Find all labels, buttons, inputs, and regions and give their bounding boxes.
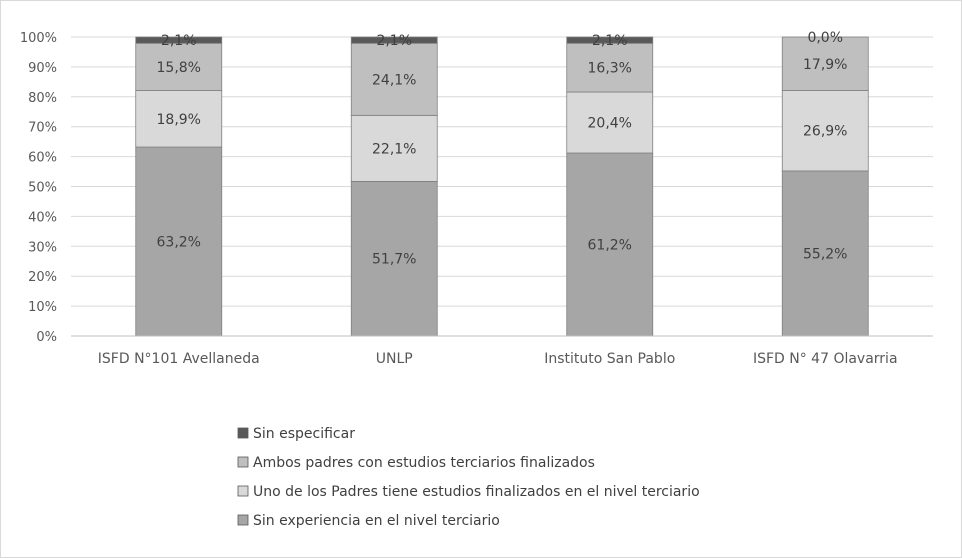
legend-label: Sin experiencia en el nivel terciario [253, 513, 500, 529]
data-label: 2,1% [161, 33, 197, 49]
data-label: 51,7% [372, 252, 416, 268]
y-tick-label: 10% [28, 300, 57, 315]
data-label: 2,1% [592, 33, 628, 49]
legend-label: Sin especificar [253, 426, 355, 442]
bar-segment [781, 36, 869, 91]
bar-segment [566, 152, 654, 337]
data-labels: 63,2% 18,9% 15,8% 2,1% 51,7% 22,1% 24,1% 2,1% 61… [157, 30, 848, 268]
bar-segment [135, 42, 223, 91]
x-category-label: Instituto San Pablo [544, 351, 675, 367]
data-label: 17,9% [803, 57, 847, 73]
y-tick-label: 70% [28, 121, 57, 136]
x-category-label: ISFD N° 47 Olavarria [753, 351, 898, 367]
y-tick-label: 100% [20, 31, 57, 46]
legend-swatch [237, 427, 249, 439]
bar-segment [566, 42, 654, 93]
data-label: 18,9% [157, 112, 201, 128]
bars [135, 36, 869, 337]
y-tick-label: 80% [28, 91, 57, 106]
data-label: 22,1% [372, 141, 416, 157]
x-category-label: ISFD N°101 Avellaneda [98, 351, 260, 367]
legend-swatch [237, 485, 249, 497]
data-label: 63,2% [157, 235, 201, 251]
bar-segment [350, 114, 438, 182]
legend-swatch [237, 514, 249, 526]
legend: Sin especificar Ambos padres con estudios… [237, 426, 700, 529]
legend-label: Uno de los Padres tiene estudios finaliz… [253, 484, 700, 500]
y-tick-label: 60% [28, 151, 57, 166]
bar-segment [781, 90, 869, 172]
data-label: 26,9% [803, 124, 847, 140]
bar-segment [350, 36, 438, 44]
x-category-label: UNLP [376, 351, 413, 367]
bar-segment [781, 170, 869, 337]
data-label: 2,1% [376, 33, 412, 49]
axes: 0% 10% 20% 30% 40% 50% 60% 70% 80% 90% 100% ISFD N°… [20, 31, 933, 367]
data-label: 15,8% [157, 60, 201, 76]
y-tick-label: 30% [28, 240, 57, 255]
data-label: 55,2% [803, 246, 847, 262]
bar-segment [135, 90, 223, 148]
bar-segment [566, 36, 654, 44]
y-tick-label: 20% [28, 270, 57, 285]
data-label: 0,0% [807, 30, 843, 46]
legend-swatch [237, 456, 249, 468]
y-tick-label: 50% [28, 181, 57, 196]
bar-segment [135, 36, 223, 44]
bar-segment [350, 42, 438, 116]
y-tick-label: 40% [28, 210, 57, 225]
legend-label: Ambos padres con estudios terciarios fin… [253, 455, 595, 471]
y-tick-label: 0% [36, 330, 57, 345]
data-label: 24,1% [372, 72, 416, 88]
data-label: 61,2% [588, 238, 632, 254]
data-label: 16,3% [588, 61, 632, 77]
y-tick-label: 90% [28, 61, 57, 76]
bar-segment [566, 91, 654, 154]
data-label: 20,4% [588, 116, 632, 132]
